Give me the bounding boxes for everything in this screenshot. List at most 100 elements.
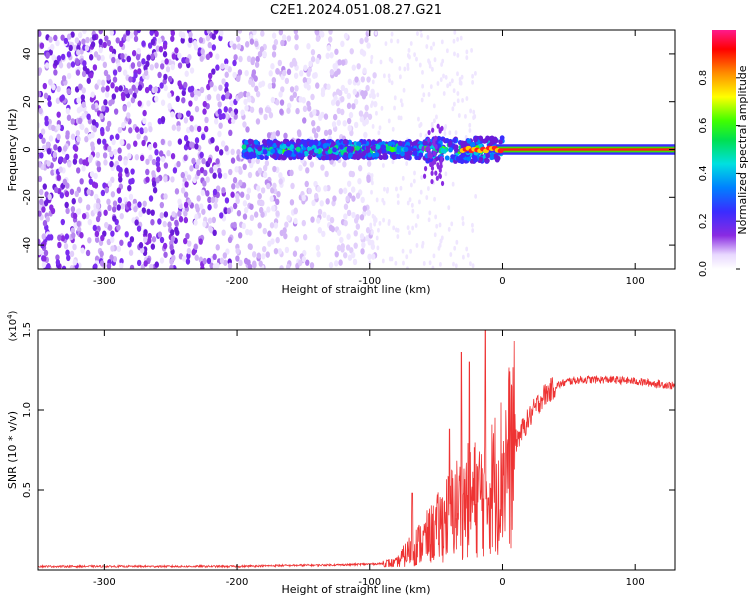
heatmap-cell [373,221,377,227]
heatmap-cell [183,210,188,217]
heatmap-cell [434,214,438,220]
heatmap-cell [395,186,398,192]
heatmap-cell [324,154,330,161]
heatmap-cell [88,54,94,61]
heatmap-cell [370,189,373,195]
heatmap-cell [315,82,320,89]
heatmap-cell [90,141,95,148]
heatmap-cell [461,254,465,260]
heatmap-cell [252,30,257,36]
heatmap-cell [151,170,156,177]
heatmap-cell [266,132,272,139]
heatmap-cell [62,178,68,186]
heatmap-cell [438,172,442,179]
heatmap-cell [186,110,191,117]
heatmap-cell [273,222,279,229]
heatmap-cell [347,78,352,86]
heatmap-cell [175,95,180,103]
heatmap-cell [126,143,131,150]
heatmap-cell [58,156,63,163]
heatmap-cell [206,94,212,101]
heatmap-cell [127,241,132,248]
heatmap-cell [268,112,274,119]
heatmap-cell [301,256,307,263]
heatmap-cell [212,188,218,196]
heatmap-cell [413,170,416,176]
heatmap-cell [414,223,418,228]
heatmap-cell [150,209,155,216]
heatmap-cell [420,97,424,103]
heatmap-cell [127,184,132,192]
heatmap-cell [143,126,148,134]
heatmap-cell [145,176,150,183]
heatmap-cell [262,171,268,179]
heatmap-cell [154,62,159,69]
heatmap-cell [355,223,361,230]
heatmap-cell [119,239,124,246]
heatmap-cell [118,85,123,92]
heatmap-cell [299,70,304,77]
heatmap-cell [180,37,185,44]
heatmap-cell [244,69,249,77]
heatmap-cell [158,46,164,53]
heatmap-cell [86,188,91,196]
heatmap-cell [112,255,118,263]
heatmap-cell [366,160,372,167]
heatmap-cell [231,117,236,125]
heatmap-cell [139,154,145,162]
heatmap-cell [469,108,473,114]
heatmap-cell [85,249,91,257]
heatmap-cell [96,54,101,61]
heatmap-cell [275,236,280,244]
heatmap-cell [167,75,173,83]
heatmap-cell [303,150,309,157]
heatmap-cell [432,253,436,259]
heatmap-cell [360,196,365,204]
heatmap-cell [243,257,249,265]
heatmap-cell [159,212,164,219]
heatmap-cell [86,204,91,211]
heatmap-cell [438,222,442,228]
heatmap-cell [309,139,315,145]
heatmap-cell [306,43,311,50]
heatmap-cell [148,154,153,161]
heatmap-cell [400,102,404,108]
heatmap-cell [200,189,206,196]
spectrogram-x-tick-label: 0 [499,276,505,287]
heatmap-cell [205,53,211,61]
heatmap-cell [353,242,358,249]
heatmap-cell [363,131,368,139]
heatmap-cell [267,82,273,90]
heatmap-cell [57,146,62,153]
heatmap-cell [170,176,175,183]
heatmap-cell [313,140,319,146]
heatmap-cell [302,77,308,84]
heatmap-cell [279,229,284,237]
heatmap-cell [121,121,126,129]
heatmap-cell [159,82,164,89]
heatmap-cell [370,100,374,106]
heatmap-cell [230,110,235,118]
heatmap-cell [275,198,280,206]
heatmap-cell [183,81,188,89]
heatmap-cell [125,30,131,36]
heatmap-cell [340,243,345,250]
heatmap-cell [396,234,400,239]
heatmap-cell [150,243,156,250]
heatmap-cell [87,218,92,226]
heatmap-cell [212,85,218,92]
heatmap-cell [471,228,475,233]
heatmap-cell [102,138,107,145]
heatmap-cell [126,112,131,119]
heatmap-cell [163,193,168,200]
heatmap-cell [46,262,51,269]
heatmap-cell [361,50,367,57]
heatmap-cell [260,187,266,194]
heatmap-cell [98,46,103,54]
heatmap-cell [365,84,370,92]
heatmap-cell [111,93,117,100]
heatmap-cell [375,197,379,203]
heatmap-cell [257,192,262,200]
heatmap-cell [289,61,294,68]
heatmap-cell [163,84,168,92]
